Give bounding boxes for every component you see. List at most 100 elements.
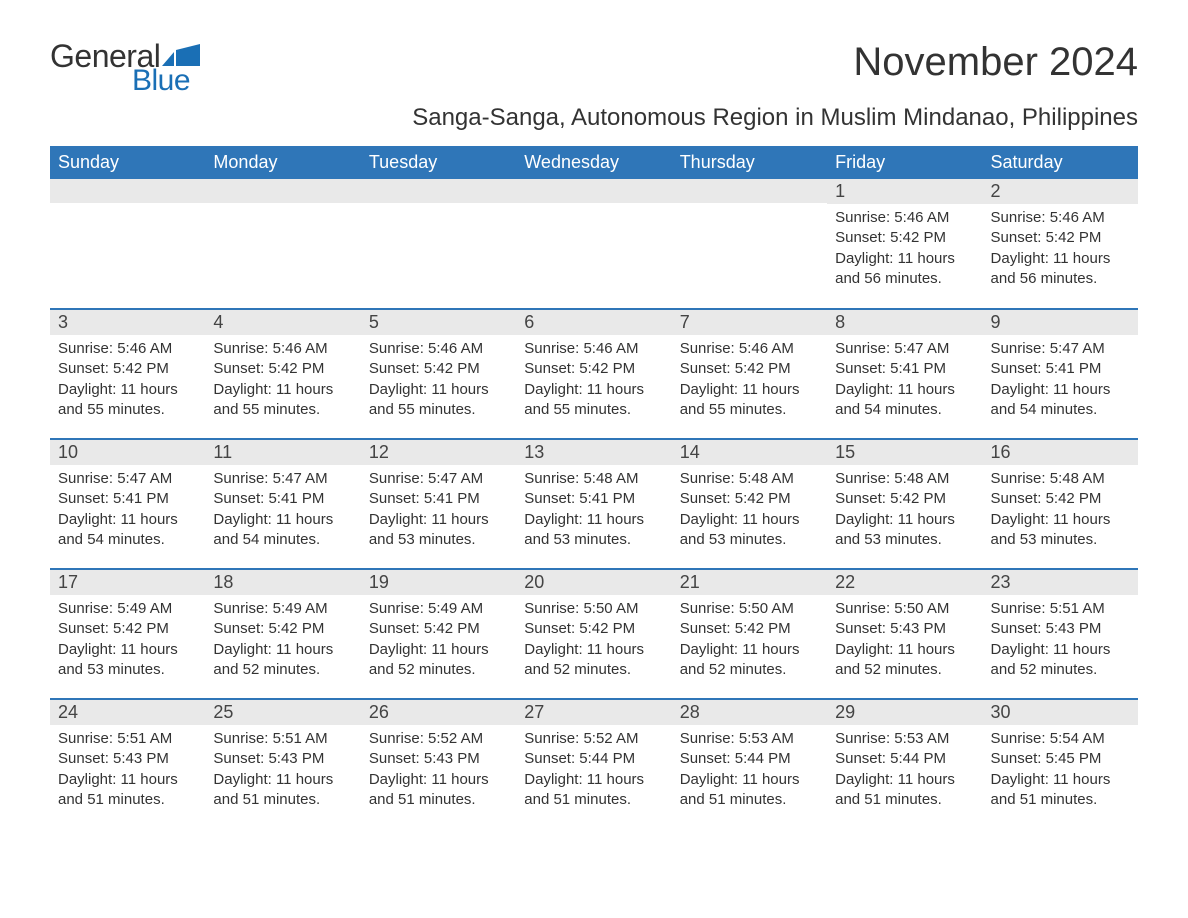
day-details: Sunrise: 5:53 AMSunset: 5:44 PMDaylight:… [672, 725, 827, 818]
day-number: 4 [205, 310, 360, 335]
day-details: Sunrise: 5:46 AMSunset: 5:42 PMDaylight:… [50, 335, 205, 428]
calendar-cell: 6Sunrise: 5:46 AMSunset: 5:42 PMDaylight… [516, 309, 671, 439]
day-details: Sunrise: 5:46 AMSunset: 5:42 PMDaylight:… [361, 335, 516, 428]
calendar-cell: 7Sunrise: 5:46 AMSunset: 5:42 PMDaylight… [672, 309, 827, 439]
sunset-line: Sunset: 5:42 PM [369, 359, 508, 379]
sunrise-line: Sunrise: 5:52 AM [369, 729, 508, 749]
day-details: Sunrise: 5:48 AMSunset: 5:42 PMDaylight:… [672, 465, 827, 558]
calendar-row: 1Sunrise: 5:46 AMSunset: 5:42 PMDaylight… [50, 179, 1138, 309]
sunset-line: Sunset: 5:43 PM [835, 619, 974, 639]
sunrise-line: Sunrise: 5:48 AM [991, 469, 1130, 489]
sunset-line: Sunset: 5:41 PM [58, 489, 197, 509]
calendar-cell: 18Sunrise: 5:49 AMSunset: 5:42 PMDayligh… [205, 569, 360, 699]
sunset-line: Sunset: 5:42 PM [835, 228, 974, 248]
sunset-line: Sunset: 5:41 PM [835, 359, 974, 379]
day-number: 1 [827, 179, 982, 204]
day-details: Sunrise: 5:49 AMSunset: 5:42 PMDaylight:… [205, 595, 360, 688]
sunrise-line: Sunrise: 5:51 AM [991, 599, 1130, 619]
daylight-line: Daylight: 11 hours and 53 minutes. [991, 510, 1130, 551]
calendar-cell [516, 179, 671, 309]
daylight-line: Daylight: 11 hours and 53 minutes. [524, 510, 663, 551]
sunrise-line: Sunrise: 5:47 AM [58, 469, 197, 489]
logo-text-blue: Blue [132, 66, 200, 96]
day-number: 23 [983, 570, 1138, 595]
sunset-line: Sunset: 5:44 PM [524, 749, 663, 769]
daylight-line: Daylight: 11 hours and 51 minutes. [369, 770, 508, 811]
daylight-line: Daylight: 11 hours and 56 minutes. [835, 249, 974, 290]
empty-daynum-bar [516, 179, 671, 203]
calendar-cell [361, 179, 516, 309]
day-number: 7 [672, 310, 827, 335]
day-number: 9 [983, 310, 1138, 335]
calendar-row: 3Sunrise: 5:46 AMSunset: 5:42 PMDaylight… [50, 309, 1138, 439]
day-details: Sunrise: 5:49 AMSunset: 5:42 PMDaylight:… [50, 595, 205, 688]
empty-daynum-bar [672, 179, 827, 203]
daylight-line: Daylight: 11 hours and 52 minutes. [680, 640, 819, 681]
calendar-cell: 20Sunrise: 5:50 AMSunset: 5:42 PMDayligh… [516, 569, 671, 699]
sunset-line: Sunset: 5:42 PM [524, 619, 663, 639]
calendar-cell: 4Sunrise: 5:46 AMSunset: 5:42 PMDaylight… [205, 309, 360, 439]
daylight-line: Daylight: 11 hours and 54 minutes. [58, 510, 197, 551]
sunset-line: Sunset: 5:42 PM [835, 489, 974, 509]
calendar-cell: 12Sunrise: 5:47 AMSunset: 5:41 PMDayligh… [361, 439, 516, 569]
logo: General Blue [50, 40, 200, 96]
sunset-line: Sunset: 5:41 PM [369, 489, 508, 509]
daylight-line: Daylight: 11 hours and 55 minutes. [58, 380, 197, 421]
daylight-line: Daylight: 11 hours and 52 minutes. [213, 640, 352, 681]
daylight-line: Daylight: 11 hours and 53 minutes. [58, 640, 197, 681]
day-number: 10 [50, 440, 205, 465]
day-details: Sunrise: 5:50 AMSunset: 5:42 PMDaylight:… [516, 595, 671, 688]
sunset-line: Sunset: 5:41 PM [213, 489, 352, 509]
sunset-line: Sunset: 5:43 PM [58, 749, 197, 769]
day-details: Sunrise: 5:46 AMSunset: 5:42 PMDaylight:… [205, 335, 360, 428]
daylight-line: Daylight: 11 hours and 55 minutes. [524, 380, 663, 421]
sunset-line: Sunset: 5:42 PM [213, 619, 352, 639]
daylight-line: Daylight: 11 hours and 51 minutes. [991, 770, 1130, 811]
day-number: 15 [827, 440, 982, 465]
sunrise-line: Sunrise: 5:47 AM [835, 339, 974, 359]
sunrise-line: Sunrise: 5:51 AM [213, 729, 352, 749]
sunset-line: Sunset: 5:44 PM [835, 749, 974, 769]
weekday-header: Thursday [672, 146, 827, 179]
day-number: 14 [672, 440, 827, 465]
sunrise-line: Sunrise: 5:48 AM [835, 469, 974, 489]
weekday-header: Sunday [50, 146, 205, 179]
sunrise-line: Sunrise: 5:48 AM [680, 469, 819, 489]
day-details: Sunrise: 5:54 AMSunset: 5:45 PMDaylight:… [983, 725, 1138, 818]
daylight-line: Daylight: 11 hours and 53 minutes. [680, 510, 819, 551]
day-details: Sunrise: 5:47 AMSunset: 5:41 PMDaylight:… [827, 335, 982, 428]
sunset-line: Sunset: 5:45 PM [991, 749, 1130, 769]
sunset-line: Sunset: 5:42 PM [369, 619, 508, 639]
daylight-line: Daylight: 11 hours and 51 minutes. [524, 770, 663, 811]
daylight-line: Daylight: 11 hours and 54 minutes. [835, 380, 974, 421]
calendar-cell: 25Sunrise: 5:51 AMSunset: 5:43 PMDayligh… [205, 699, 360, 829]
sunrise-line: Sunrise: 5:53 AM [680, 729, 819, 749]
day-details: Sunrise: 5:47 AMSunset: 5:41 PMDaylight:… [983, 335, 1138, 428]
daylight-line: Daylight: 11 hours and 56 minutes. [991, 249, 1130, 290]
month-title: November 2024 [853, 40, 1138, 85]
calendar-cell: 28Sunrise: 5:53 AMSunset: 5:44 PMDayligh… [672, 699, 827, 829]
day-details: Sunrise: 5:47 AMSunset: 5:41 PMDaylight:… [205, 465, 360, 558]
calendar-cell: 11Sunrise: 5:47 AMSunset: 5:41 PMDayligh… [205, 439, 360, 569]
day-number: 16 [983, 440, 1138, 465]
day-number: 21 [672, 570, 827, 595]
day-number: 5 [361, 310, 516, 335]
weekday-header: Saturday [983, 146, 1138, 179]
calendar-cell: 16Sunrise: 5:48 AMSunset: 5:42 PMDayligh… [983, 439, 1138, 569]
sunset-line: Sunset: 5:42 PM [680, 359, 819, 379]
day-details: Sunrise: 5:50 AMSunset: 5:43 PMDaylight:… [827, 595, 982, 688]
daylight-line: Daylight: 11 hours and 52 minutes. [991, 640, 1130, 681]
calendar-row: 17Sunrise: 5:49 AMSunset: 5:42 PMDayligh… [50, 569, 1138, 699]
sunrise-line: Sunrise: 5:52 AM [524, 729, 663, 749]
day-details: Sunrise: 5:52 AMSunset: 5:44 PMDaylight:… [516, 725, 671, 818]
sunset-line: Sunset: 5:42 PM [680, 619, 819, 639]
logo-flag-icon [162, 44, 200, 66]
day-number: 2 [983, 179, 1138, 204]
sunrise-line: Sunrise: 5:53 AM [835, 729, 974, 749]
day-details: Sunrise: 5:48 AMSunset: 5:42 PMDaylight:… [827, 465, 982, 558]
calendar-cell: 22Sunrise: 5:50 AMSunset: 5:43 PMDayligh… [827, 569, 982, 699]
day-number: 19 [361, 570, 516, 595]
day-details: Sunrise: 5:51 AMSunset: 5:43 PMDaylight:… [205, 725, 360, 818]
sunset-line: Sunset: 5:41 PM [524, 489, 663, 509]
day-details: Sunrise: 5:48 AMSunset: 5:42 PMDaylight:… [983, 465, 1138, 558]
